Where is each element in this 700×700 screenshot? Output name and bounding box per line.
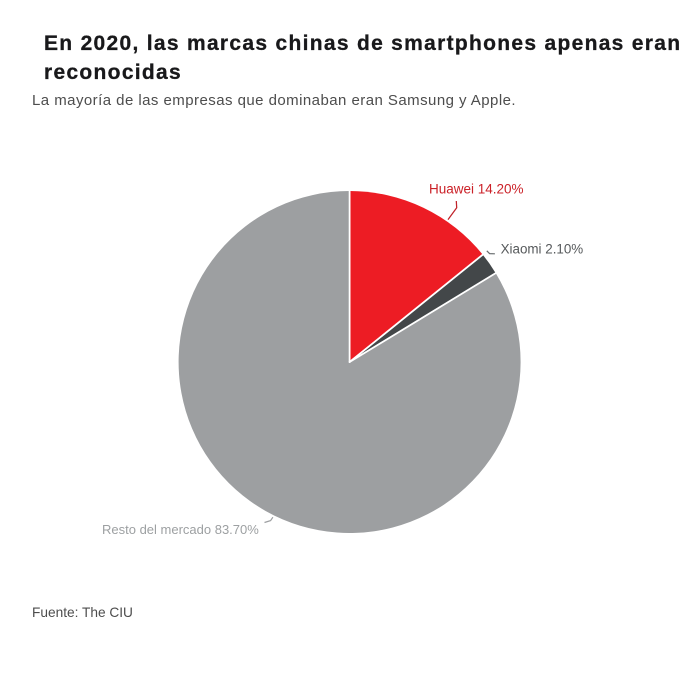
svg-text:Resto del mercado 83.70%: Resto del mercado 83.70% [102, 522, 259, 537]
svg-text:Huawei 14.20%: Huawei 14.20% [429, 181, 524, 196]
svg-text:Xiaomi 2.10%: Xiaomi 2.10% [501, 241, 584, 256]
